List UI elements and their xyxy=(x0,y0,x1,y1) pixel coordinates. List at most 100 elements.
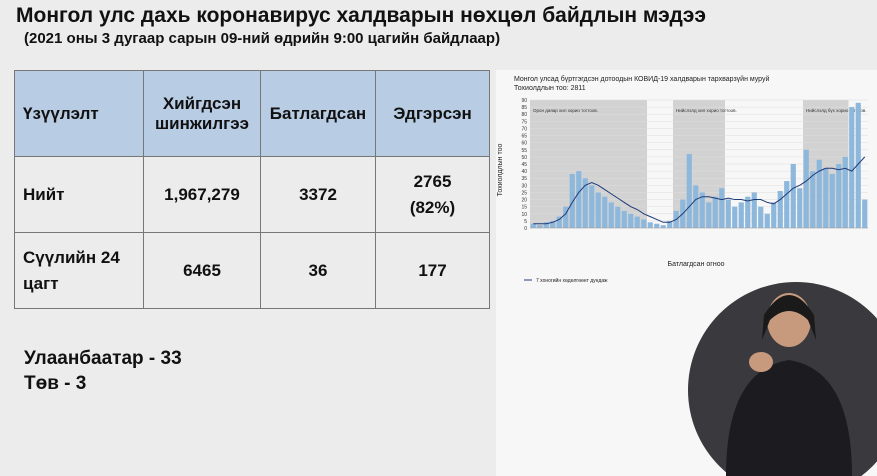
bar xyxy=(543,222,549,228)
bar xyxy=(634,216,640,228)
cell-text: Сүүлийн 24 цагт xyxy=(23,247,120,293)
cell: Нийт xyxy=(14,156,144,233)
cell-text: 2765 (82%) xyxy=(409,171,456,217)
bar xyxy=(862,199,868,228)
bar xyxy=(660,225,666,228)
header-cell: Үзүүлэлт xyxy=(14,70,144,157)
y-tick-label: 55 xyxy=(521,148,527,154)
chart: Монгол улсад бүртгэгдсэн дотоодын КОВИД-… xyxy=(496,70,877,476)
interpreter-body xyxy=(726,360,852,476)
y-tick-label: 40 xyxy=(521,169,527,175)
cell: 1,967,279 xyxy=(143,156,261,233)
bar xyxy=(725,199,731,228)
bar xyxy=(686,154,692,228)
bar xyxy=(777,191,783,228)
moving-average-line xyxy=(533,156,866,225)
y-tick-label: 35 xyxy=(521,176,527,182)
interpreter-hair xyxy=(762,295,816,340)
y-tick-label: 60 xyxy=(521,141,527,147)
annotation: Нийслэлд хил хорио тогтоов. xyxy=(676,107,737,113)
y-tick-label: 70 xyxy=(521,126,527,132)
bar xyxy=(849,107,855,228)
y-tick-label: 10 xyxy=(521,212,527,218)
bar xyxy=(589,185,595,228)
bar xyxy=(829,173,835,228)
bar xyxy=(797,188,803,228)
bar xyxy=(764,213,770,228)
y-tick-label: 15 xyxy=(521,205,527,211)
bar xyxy=(550,220,556,228)
bar xyxy=(836,164,842,228)
cell: 177 xyxy=(375,232,490,309)
bar xyxy=(641,219,647,228)
bar xyxy=(667,220,673,228)
y-tick-label: 5 xyxy=(524,219,527,225)
chart-subtitle: Тохиолдлын тоо: 2811 xyxy=(514,85,586,92)
header-cell: Батлагдсан xyxy=(260,70,376,157)
y-tick-label: 0 xyxy=(524,226,527,232)
bar xyxy=(530,223,536,228)
bar xyxy=(706,202,712,228)
bar xyxy=(621,210,627,228)
header-cell: Эдгэрсэн xyxy=(375,70,490,157)
y-tick-label: 65 xyxy=(521,134,527,140)
y-tick-label: 50 xyxy=(521,155,527,161)
y-tick-label: 20 xyxy=(521,198,527,204)
y-tick-label: 80 xyxy=(521,112,527,118)
annotation: Нийслэлд бүх хорио тогтоов. xyxy=(806,107,866,113)
bar xyxy=(810,171,816,228)
bar xyxy=(615,206,621,228)
bar xyxy=(784,181,790,228)
bar xyxy=(693,185,699,228)
bar xyxy=(537,225,543,228)
y-tick-label: 45 xyxy=(521,162,527,168)
bar xyxy=(654,223,660,228)
row: Сүүлийн 24 цагт 6465 36 177 xyxy=(14,232,490,309)
bar xyxy=(855,102,861,228)
cell: 36 xyxy=(260,232,376,309)
y-tick-label: 30 xyxy=(521,183,527,189)
annotation: Орон даяар хил хорио тогтоов. xyxy=(533,108,598,113)
bar xyxy=(842,156,848,228)
legend-label: 7 хоногийн хөдөлгөөнт дундаж xyxy=(536,277,608,284)
cell: 6465 xyxy=(143,232,261,309)
bar xyxy=(823,168,829,228)
bar xyxy=(790,164,796,228)
bar xyxy=(712,196,718,228)
bar xyxy=(771,202,777,228)
interpreter-hand xyxy=(749,352,773,372)
header-cell: Хийгдсэн шинжилгээ xyxy=(143,70,261,157)
row: Нийт 1,967,279 3372 2765 (82%) xyxy=(14,156,490,233)
bar xyxy=(758,206,764,228)
bar xyxy=(751,192,757,228)
y-tick-label: 85 xyxy=(521,105,527,111)
table: Үзүүлэлт Хийгдсэн шинжилгээ Батлагдсан Э… xyxy=(14,70,490,309)
bar xyxy=(569,173,575,228)
note: Төв - 3 xyxy=(24,373,87,394)
subtitle: (2021 оны 3 дугаар сарын 09-ний өдрийн 9… xyxy=(24,30,501,47)
cell: 2765 (82%) xyxy=(375,156,490,233)
bar xyxy=(738,202,744,228)
bar xyxy=(719,188,725,228)
cell: Сүүлийн 24 цагт xyxy=(14,232,144,309)
bar xyxy=(563,206,569,228)
note: Улаанбаатар - 33 xyxy=(24,348,182,369)
bar xyxy=(647,222,653,228)
bar xyxy=(595,192,601,228)
y-tick-label: 25 xyxy=(521,190,527,196)
bar xyxy=(602,196,608,228)
y-tick-label: 75 xyxy=(521,119,527,125)
bar xyxy=(582,178,588,228)
bar xyxy=(745,196,751,228)
bar xyxy=(732,206,738,228)
bar xyxy=(608,202,614,228)
y-tick-label: 90 xyxy=(521,98,527,104)
bar xyxy=(699,192,705,228)
cell: 3372 xyxy=(260,156,376,233)
bar xyxy=(816,159,822,228)
bar xyxy=(576,171,582,228)
bar xyxy=(628,213,634,228)
header-row: Үзүүлэлт Хийгдсэн шинжилгээ Батлагдсан Э… xyxy=(14,70,490,157)
y-axis-label: Тохиолдлын тоо xyxy=(497,144,504,197)
